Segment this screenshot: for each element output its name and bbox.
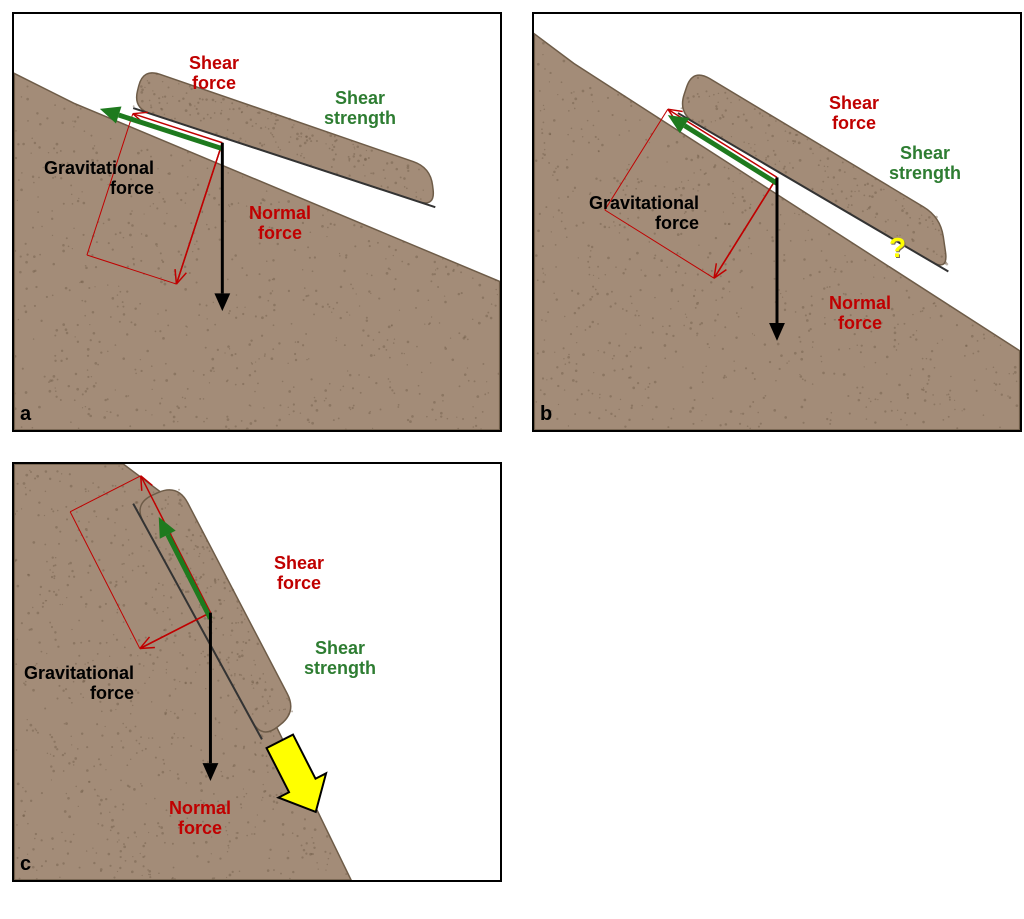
label-shear-force: Shearforce [274,554,324,594]
label-shear-strength: Shearstrength [304,639,376,679]
empty-cell [532,462,1022,882]
panel-grid: a ShearforceShearstrengthGravitationalfo… [0,0,1024,894]
label-shear-force: Shearforce [189,54,239,94]
panel-a: a Shearforce Shearstrength Gravitationalfo… [12,12,502,432]
panel-c: c Shearforce Shearstrength Gravitationalfo… [12,462,502,882]
label-normal-force: Normalforce [829,294,891,334]
label-shear-force: Shearforce [829,94,879,134]
label-shear-strength: Shearstrength [889,144,961,184]
panel-letter-c: c [20,853,31,876]
label-gravitational-force: Gravitationalforce [44,159,154,199]
label-gravitational-force: Gravitationalforce [589,194,699,234]
label-normal-force: Normalforce [169,799,231,839]
label-shear-strength: Shearstrength [324,89,396,129]
panel-b: b ShearforceShearstrength Gravitationalfo… [532,12,1022,432]
panel-letter-b: b [540,403,552,426]
question-mark: ? [889,232,906,264]
label-gravitational-force: Gravitationalforce [24,664,134,704]
panel-letter-a: a [20,403,31,426]
label-normal-force: Normalforce [249,204,311,244]
